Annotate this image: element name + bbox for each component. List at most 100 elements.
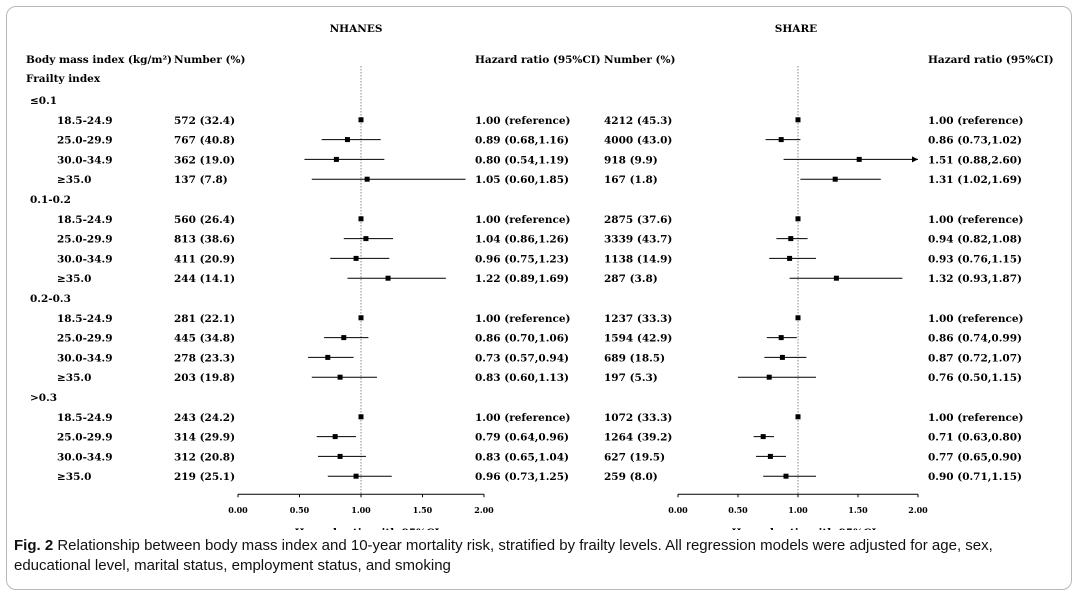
- count-percent-nhanes: 243 (24.2): [174, 412, 235, 424]
- count-percent-nhanes: 560 (26.4): [174, 214, 235, 226]
- hr-point-nhanes: [353, 255, 359, 261]
- hazard-ratio-text-share: 0.93 (0.76,1.15): [928, 253, 1022, 265]
- hr-point-share: [795, 414, 801, 420]
- count-percent-nhanes: 278 (23.3): [174, 352, 235, 364]
- ci-overflow-arrow-share: [912, 156, 918, 163]
- hazard-ratio-text-nhanes: 0.83 (0.60,1.13): [475, 372, 569, 384]
- hr-point-nhanes: [332, 434, 338, 440]
- hazard-ratio-text-nhanes: 0.89 (0.68,1.16): [475, 135, 569, 147]
- bmi-category-label: 25.0-29.9: [57, 234, 113, 246]
- x-axis-label-share: Hazard ratio with 95%CI: [732, 527, 877, 530]
- bmi-category-label: ≥35.0: [57, 273, 91, 285]
- hr-point-share: [779, 354, 785, 360]
- hazard-ratio-text-nhanes: 1.22 (0.89,1.69): [475, 273, 569, 285]
- hazard-ratio-text-share: 0.76 (0.50,1.15): [928, 372, 1022, 384]
- hazard-ratio-text-share: 1.00 (reference): [928, 214, 1024, 226]
- hazard-ratio-text-nhanes: 0.83 (0.65,1.04): [475, 451, 569, 463]
- count-percent-share: 1264 (39.2): [604, 432, 672, 444]
- hr-point-nhanes: [358, 315, 364, 321]
- x-tick-label-nhanes: 0.50: [290, 505, 310, 515]
- count-percent-share: 1138 (14.9): [604, 253, 672, 265]
- x-axis-label-nhanes: Hazard ratio with 95%CI: [295, 527, 440, 530]
- count-percent-share: 2875 (37.6): [604, 214, 672, 226]
- count-percent-nhanes: 203 (19.8): [174, 372, 235, 384]
- hr-point-nhanes: [363, 236, 369, 242]
- count-percent-nhanes: 813 (38.6): [174, 234, 235, 246]
- x-tick-label-nhanes: 1.50: [413, 505, 433, 515]
- hazard-ratio-text-nhanes: 1.00 (reference): [475, 313, 571, 325]
- hr-point-nhanes: [337, 374, 343, 380]
- hazard-ratio-text-share: 1.00 (reference): [928, 115, 1024, 127]
- count-percent-nhanes: 314 (29.9): [174, 432, 235, 444]
- frailty-group-label: 0.2-0.3: [30, 293, 71, 305]
- hazard-ratio-text-nhanes: 0.96 (0.75,1.23): [475, 253, 569, 265]
- hazard-ratio-text-share: 1.31 (1.02,1.69): [928, 174, 1022, 186]
- hr-point-share: [856, 156, 862, 162]
- hr-point-share: [766, 374, 772, 380]
- count-percent-share: 627 (19.5): [604, 451, 665, 463]
- hazard-ratio-text-share: 1.51 (0.88,2.60): [928, 154, 1022, 166]
- count-percent-nhanes: 281 (22.1): [174, 313, 235, 325]
- hazard-ratio-text-share: 0.86 (0.73,1.02): [928, 135, 1022, 147]
- hazard-ratio-text-share: 0.87 (0.72,1.07): [928, 352, 1022, 364]
- x-tick-label-share: 0.50: [728, 505, 748, 515]
- header-hr-share: Hazard ratio (95%CI): [928, 54, 1054, 66]
- panel-title-share: SHARE: [775, 23, 817, 35]
- hr-point-share: [760, 434, 766, 440]
- count-percent-nhanes: 445 (34.8): [174, 333, 235, 345]
- bmi-category-label: ≥35.0: [57, 471, 91, 483]
- hr-point-share: [778, 335, 784, 341]
- hr-point-share: [795, 117, 801, 123]
- hr-point-share: [778, 137, 784, 143]
- frailty-group-label: >0.3: [30, 392, 57, 404]
- figure-frame: [6, 6, 1072, 590]
- count-percent-share: 1594 (42.9): [604, 333, 672, 345]
- count-percent-share: 689 (18.5): [604, 352, 665, 364]
- bmi-category-label: 30.0-34.9: [57, 352, 113, 364]
- count-percent-nhanes: 572 (32.4): [174, 115, 235, 127]
- hr-point-share: [795, 216, 801, 222]
- frailty-group-label: ≤0.1: [30, 95, 57, 107]
- hazard-ratio-text-share: 0.86 (0.74,0.99): [928, 333, 1022, 345]
- header-number-nhanes: Number (%): [174, 54, 245, 66]
- x-tick-label-share: 1.00: [788, 505, 808, 515]
- forest-plot-figure: NHANES SHARE Body mass index (kg/m²) Num…: [26, 23, 1054, 530]
- count-percent-share: 287 (3.8): [604, 273, 658, 285]
- x-tick-label-nhanes: 0.00: [228, 505, 248, 515]
- hazard-ratio-text-nhanes: 1.05 (0.60,1.85): [475, 174, 569, 186]
- x-tick-label-share: 1.50: [848, 505, 868, 515]
- bmi-category-label: 30.0-34.9: [57, 154, 113, 166]
- count-percent-share: 259 (8.0): [604, 471, 658, 483]
- bmi-category-label: 30.0-34.9: [57, 253, 113, 265]
- hr-point-nhanes: [364, 176, 370, 182]
- hr-point-share: [788, 236, 794, 242]
- bmi-category-label: 18.5-24.9: [57, 115, 113, 127]
- count-percent-share: 167 (1.8): [604, 174, 658, 186]
- header-bmi: Body mass index (kg/m²): [26, 54, 172, 66]
- hr-point-share: [787, 255, 793, 261]
- hazard-ratio-text-share: 1.32 (0.93,1.87): [928, 273, 1022, 285]
- hazard-ratio-text-share: 0.71 (0.63,0.80): [928, 432, 1022, 444]
- hr-point-nhanes: [358, 117, 364, 123]
- bmi-category-label: 25.0-29.9: [57, 333, 113, 345]
- hr-point-nhanes: [353, 473, 359, 479]
- hr-point-nhanes: [385, 275, 391, 281]
- figure-caption: Fig. 2 Relationship between body mass in…: [14, 536, 1064, 576]
- hazard-ratio-text-share: 1.00 (reference): [928, 412, 1024, 424]
- forest-rows: ≤0.118.5-24.925.0-29.930.0-34.9≥35.00.1-…: [30, 95, 1024, 483]
- count-percent-nhanes: 767 (40.8): [174, 135, 235, 147]
- count-percent-share: 197 (5.3): [604, 372, 658, 384]
- caption-text: Relationship between body mass index and…: [14, 537, 993, 574]
- x-tick-label-share: 0.00: [668, 505, 688, 515]
- hazard-ratio-text-nhanes: 1.00 (reference): [475, 412, 571, 424]
- hazard-ratio-text-nhanes: 1.04 (0.86,1.26): [475, 234, 569, 246]
- hr-point-nhanes: [337, 453, 343, 459]
- frailty-index-label: Frailty index: [26, 73, 101, 85]
- hazard-ratio-text-share: 0.77 (0.65,0.90): [928, 451, 1022, 463]
- hr-point-share: [795, 315, 801, 321]
- count-percent-nhanes: 137 (7.8): [174, 174, 228, 186]
- panel-title-nhanes: NHANES: [330, 23, 383, 35]
- bmi-category-label: 18.5-24.9: [57, 412, 113, 424]
- bmi-category-label: 25.0-29.9: [57, 135, 113, 147]
- bmi-category-label: 25.0-29.9: [57, 432, 113, 444]
